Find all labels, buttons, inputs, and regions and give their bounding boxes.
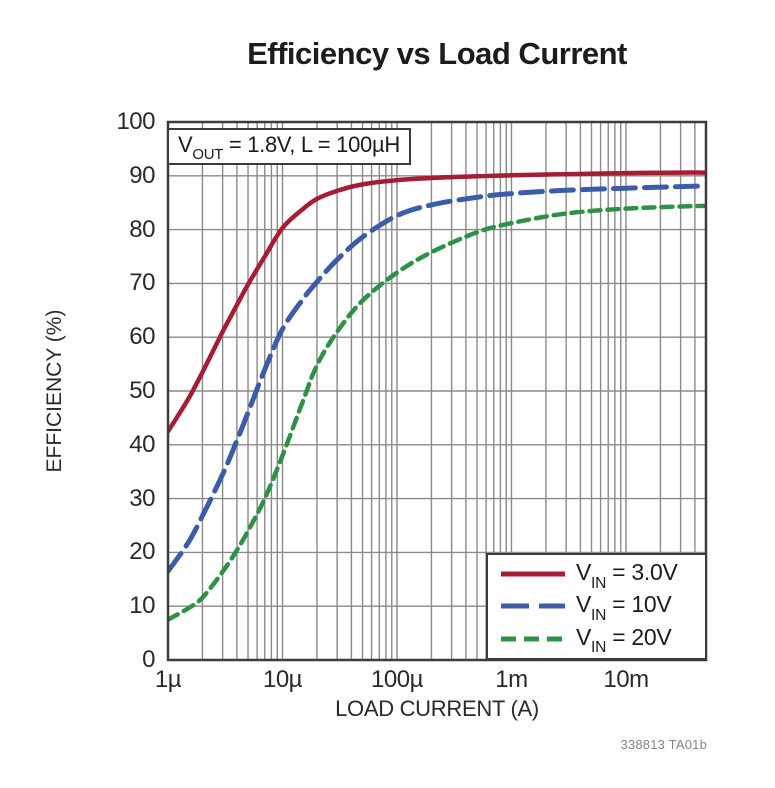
x-tick-label: 100µ [371,666,423,693]
legend-label-1: VIN = 10V [576,591,672,624]
legend-swatch-2 [501,636,565,642]
x-tick-label: 1m [495,666,528,693]
annotation-box: VOUT = 1.8V, L = 100µH [167,128,411,165]
annotation-prefix: V [178,131,193,157]
legend-item-1: VIN = 10V [500,591,705,624]
legend-label-0: VIN = 3.0V [576,559,678,592]
x-axis-title: LOAD CURRENT (A) [335,696,539,721]
legend-box: VIN = 3.0V VIN = 10V VIN = 20V [486,553,707,660]
y-tick-label: 40 [129,430,155,458]
y-tick-label: 10 [129,592,155,620]
annotation-rest: = 1.8V, L = 100µH [223,131,400,157]
y-tick-label: 100 [116,108,155,135]
legend-swatch-0 [501,571,565,577]
y-tick-label: 0 [142,646,155,673]
y-tick-label: 80 [129,215,155,243]
chart-title: Efficiency vs Load Current [247,36,627,71]
legend-item-0: VIN = 3.0V [500,559,705,592]
legend-label-2: VIN = 20V [576,623,672,657]
series-curve-0 [168,170,706,434]
y-tick-label: 90 [129,161,155,189]
legend-swatch-1 [501,603,565,609]
y-tick-label: 60 [129,323,155,351]
annotation-subscript: OUT [192,146,224,163]
x-tick-label: 10µ [262,666,303,693]
y-tick-label: 20 [129,538,155,566]
y-tick-label: 50 [129,377,155,404]
series-curve-1 [168,183,706,574]
legend-item-2: VIN = 20V [500,623,705,657]
x-tick-label: 10m [603,666,649,693]
y-axis-title: EFFICIENCY (%) [43,309,66,473]
y-tick-label: 30 [129,484,155,512]
figure-code: 338813 TA01b [620,737,707,752]
x-tick-label: 1µ [154,666,182,693]
y-tick-label: 70 [129,269,155,297]
series-curve-2 [168,203,706,622]
plot-frame [166,120,708,662]
annotation-text: VOUT = 1.8V, L = 100µH [178,131,400,163]
